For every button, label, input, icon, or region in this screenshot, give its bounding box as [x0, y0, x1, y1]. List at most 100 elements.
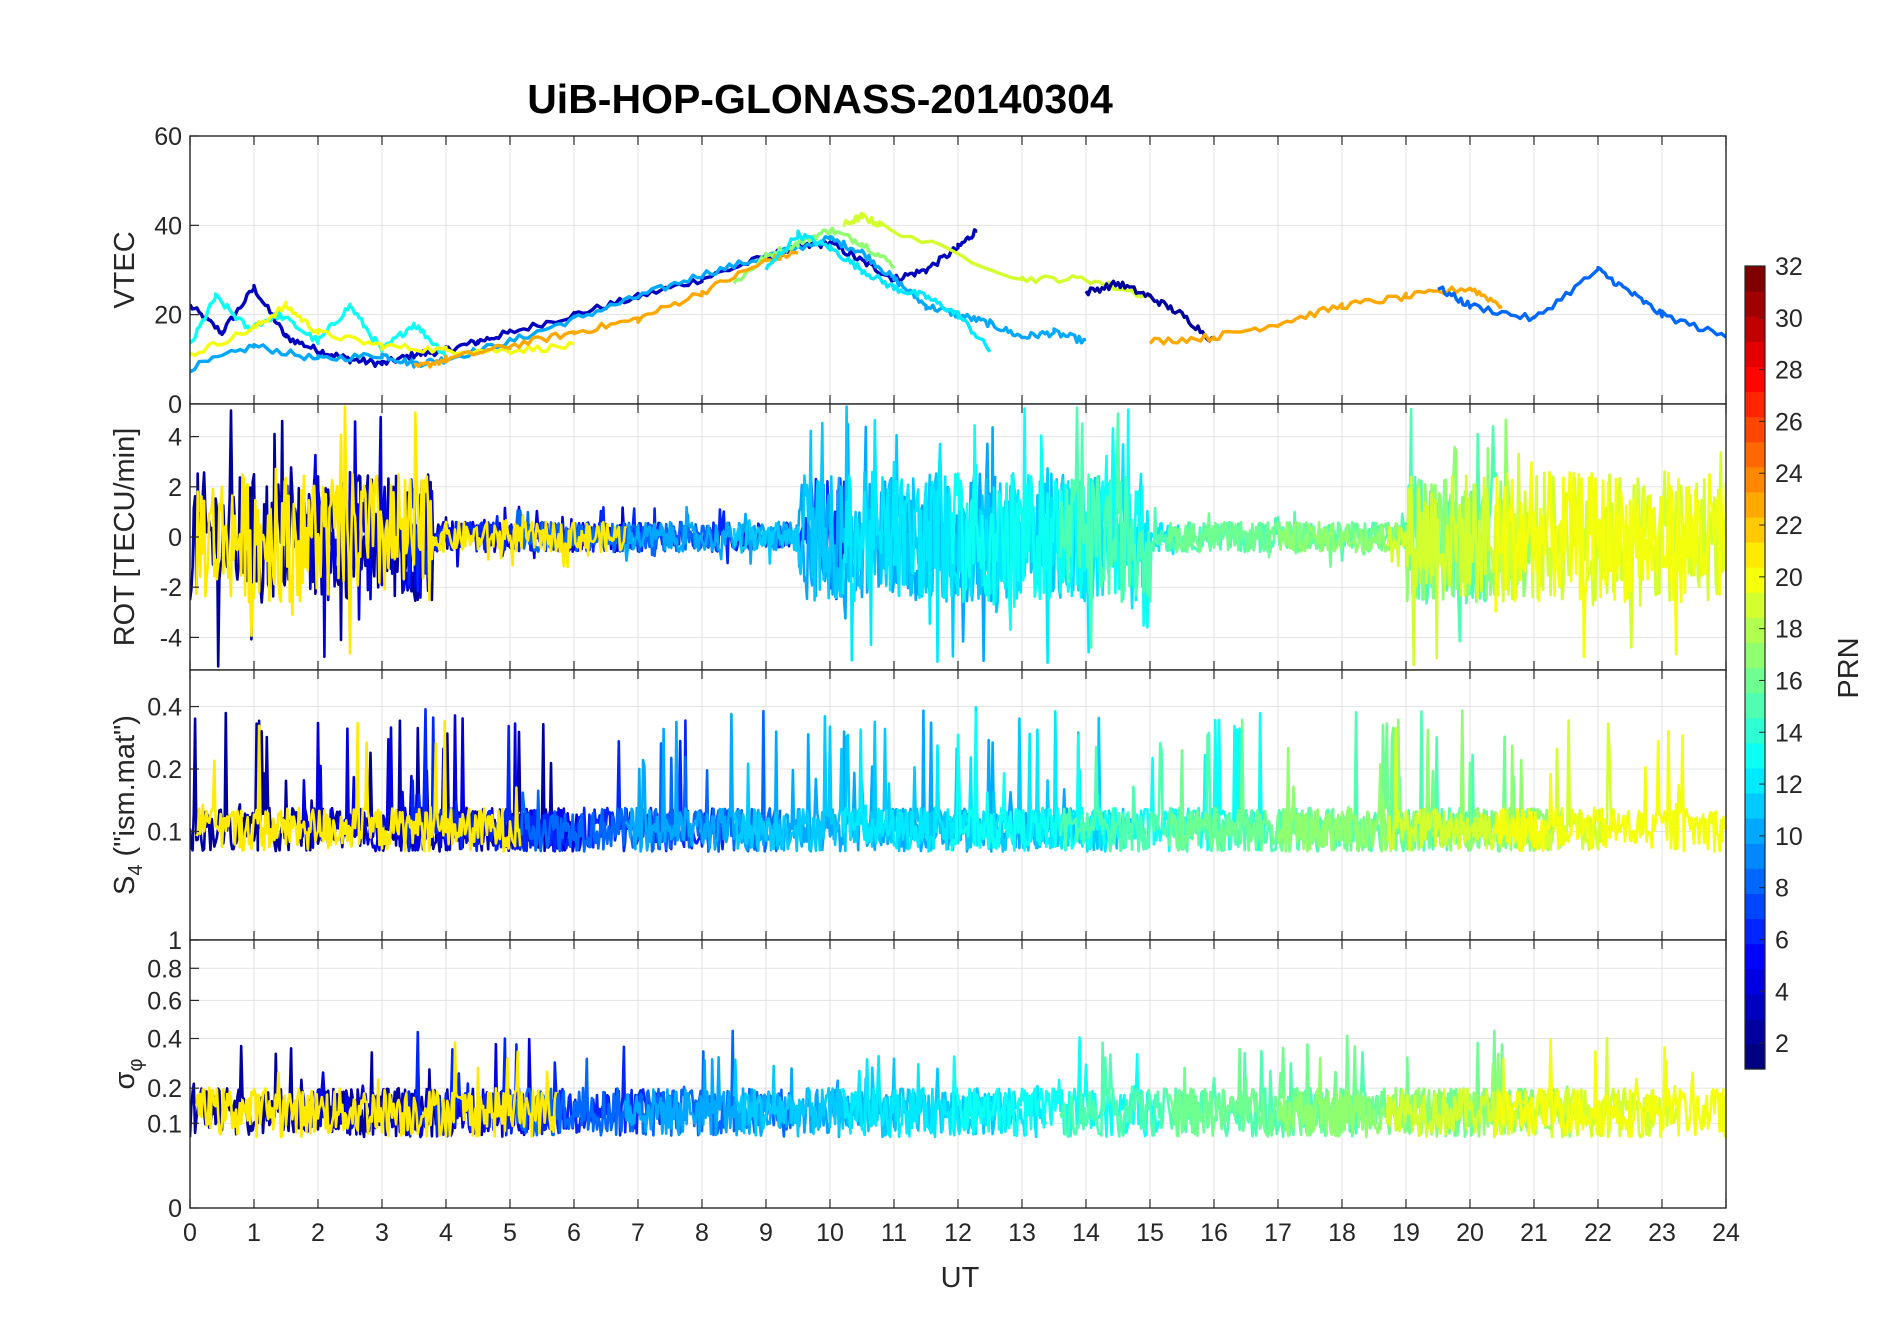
x-tick-labels: 0 1 2 3 4 5 6 7 8 9 10 11 12 13 14 15 16 17 18 19 20 21 22 23 24: [183, 1219, 1740, 1247]
y-tick-label: 0.1: [147, 1110, 182, 1138]
x-tick-label: 10: [816, 1219, 844, 1247]
y-tick-label: 0: [168, 391, 182, 419]
traces-vtec: [190, 211, 1726, 374]
x-tick-label: 17: [1264, 1219, 1292, 1247]
x-tick-label: 5: [503, 1219, 517, 1247]
colorbar-tick-label: 24: [1775, 460, 1803, 488]
x-tick-label: 2: [311, 1219, 325, 1247]
y-axis-label: ROT [TECU/min]: [109, 428, 141, 647]
x-tick-label: 16: [1200, 1219, 1228, 1247]
colorbar-segment: [1745, 516, 1765, 543]
panel-rot: -4 -2 0 2 4 ROT [TECU/min]: [109, 403, 1727, 671]
colorbar-tick-label: 12: [1775, 771, 1803, 799]
colorbar-segment: [1745, 918, 1765, 945]
panel-vtec: 0 20 40 60 VTEC: [109, 123, 1727, 419]
y-axis-label: VTEC: [109, 231, 141, 308]
colorbar-segment: [1745, 316, 1765, 342]
traces-rot: [190, 405, 1726, 668]
x-tick-label: 1: [247, 1219, 261, 1247]
y-tick-label: 40: [154, 212, 182, 240]
x-tick-label: 7: [631, 1219, 645, 1247]
colorbar-tick-label: 10: [1775, 823, 1803, 851]
colorbar-tick-label: 20: [1775, 564, 1803, 592]
colorbar-tick-label: 18: [1775, 616, 1803, 644]
x-tick-label: 6: [567, 1219, 581, 1247]
x-tick-label: 0: [183, 1219, 197, 1247]
colorbar-tick-label: 4: [1775, 978, 1789, 1006]
colorbar-tick-label: 26: [1775, 408, 1803, 436]
x-tick-label: 14: [1072, 1219, 1100, 1247]
vtec-series-prn-23: [413, 250, 799, 369]
y-tick-label: 0.4: [147, 1026, 182, 1054]
rot-series-prn-21: [195, 405, 627, 655]
colorbar-segment: [1745, 341, 1765, 367]
colorbar-segment: [1745, 642, 1765, 669]
colorbar-segment: [1745, 366, 1765, 393]
colorbar-segment: [1745, 692, 1765, 719]
colorbar-segment: [1745, 441, 1765, 468]
colorbar-segment: [1745, 266, 1765, 292]
vtec-series-prn-12: [764, 229, 992, 353]
x-tick-label: 12: [944, 1219, 972, 1247]
x-tick-label: 18: [1328, 1219, 1356, 1247]
x-tick-label: 9: [759, 1219, 773, 1247]
colorbar-segment: [1745, 617, 1765, 644]
colorbar-segment: [1745, 291, 1765, 317]
s4-series-prn-21: [195, 720, 522, 853]
y-tick-label: 0.2: [147, 756, 182, 784]
vtec-series-prn-20: [190, 300, 575, 357]
x-tick-label: 3: [375, 1219, 389, 1247]
colorbar-box: [1744, 265, 1766, 1070]
x-axis-label: UT: [941, 1262, 980, 1294]
colorbar-segment: [1745, 893, 1765, 920]
colorbar-tick-label: 14: [1775, 719, 1803, 747]
colorbar-segment: [1745, 567, 1765, 593]
colorbar-segment: [1745, 742, 1765, 769]
x-tick-label: 13: [1008, 1219, 1036, 1247]
colorbar-segment: [1745, 843, 1765, 869]
colorbar-tick-label: 16: [1775, 667, 1803, 695]
y-tick-label: 0.1: [147, 818, 182, 846]
vtec-series-prn-2: [1084, 279, 1215, 343]
x-tick-label: 15: [1136, 1219, 1164, 1247]
colorbar-segment: [1745, 491, 1765, 518]
x-tick-label: 23: [1648, 1219, 1676, 1247]
colorbar-tick-label: 32: [1775, 253, 1803, 281]
rot-series-prn-16: [1167, 486, 1412, 594]
sigma_phi-series-prn-21: [195, 1041, 558, 1139]
colorbar-tick-label: 6: [1775, 926, 1789, 954]
x-tick-label: 24: [1712, 1219, 1740, 1247]
vtec-series-prn-8: [1437, 265, 1726, 339]
x-tick-label: 11: [881, 1219, 907, 1247]
rot-series-prn-11: [732, 405, 1099, 658]
traces-s4: [190, 706, 1726, 853]
vtec-series-prn-17: [732, 226, 896, 285]
sigma_phi-series-prn-13: [950, 1036, 1161, 1138]
colorbar-segment: [1745, 592, 1765, 618]
y-tick-label: 20: [154, 302, 182, 330]
vtec-series-prn-3: [190, 228, 978, 368]
colorbar-segment: [1745, 1018, 1765, 1045]
colorbar-segment: [1745, 943, 1765, 970]
panel-s4: 0.1 0.2 0.4S4 ("ism.mat"): [109, 669, 1727, 941]
y-axis-label: S4 ("ism.mat"): [109, 715, 147, 895]
colorbar-segment: [1745, 868, 1765, 894]
vtec-series-prn-13: [190, 292, 448, 358]
panel-sigma_phi: 0 0.1 0.2 0.4 0.6 0.81 σφ: [109, 927, 1727, 1223]
y-tick-label: -4: [160, 624, 182, 652]
colorbar-segment: [1745, 993, 1765, 1020]
colorbar-segment: [1745, 968, 1765, 995]
colorbar-tick-label: 8: [1775, 875, 1789, 903]
colorbar-tick-label: 2: [1775, 1030, 1789, 1058]
traces-sigma_phi: [190, 1029, 1726, 1139]
colorbar-segment: [1745, 818, 1765, 844]
y-tick-label: 60: [154, 123, 182, 151]
x-tick-label: 19: [1392, 1219, 1420, 1247]
colorbar-label: PRN: [1833, 637, 1865, 698]
colorbar-tick-label: 30: [1775, 305, 1803, 333]
x-tick-label: 8: [695, 1219, 709, 1247]
colorbar-segment: [1745, 792, 1765, 819]
y-tick-label: 0.8: [147, 955, 182, 983]
